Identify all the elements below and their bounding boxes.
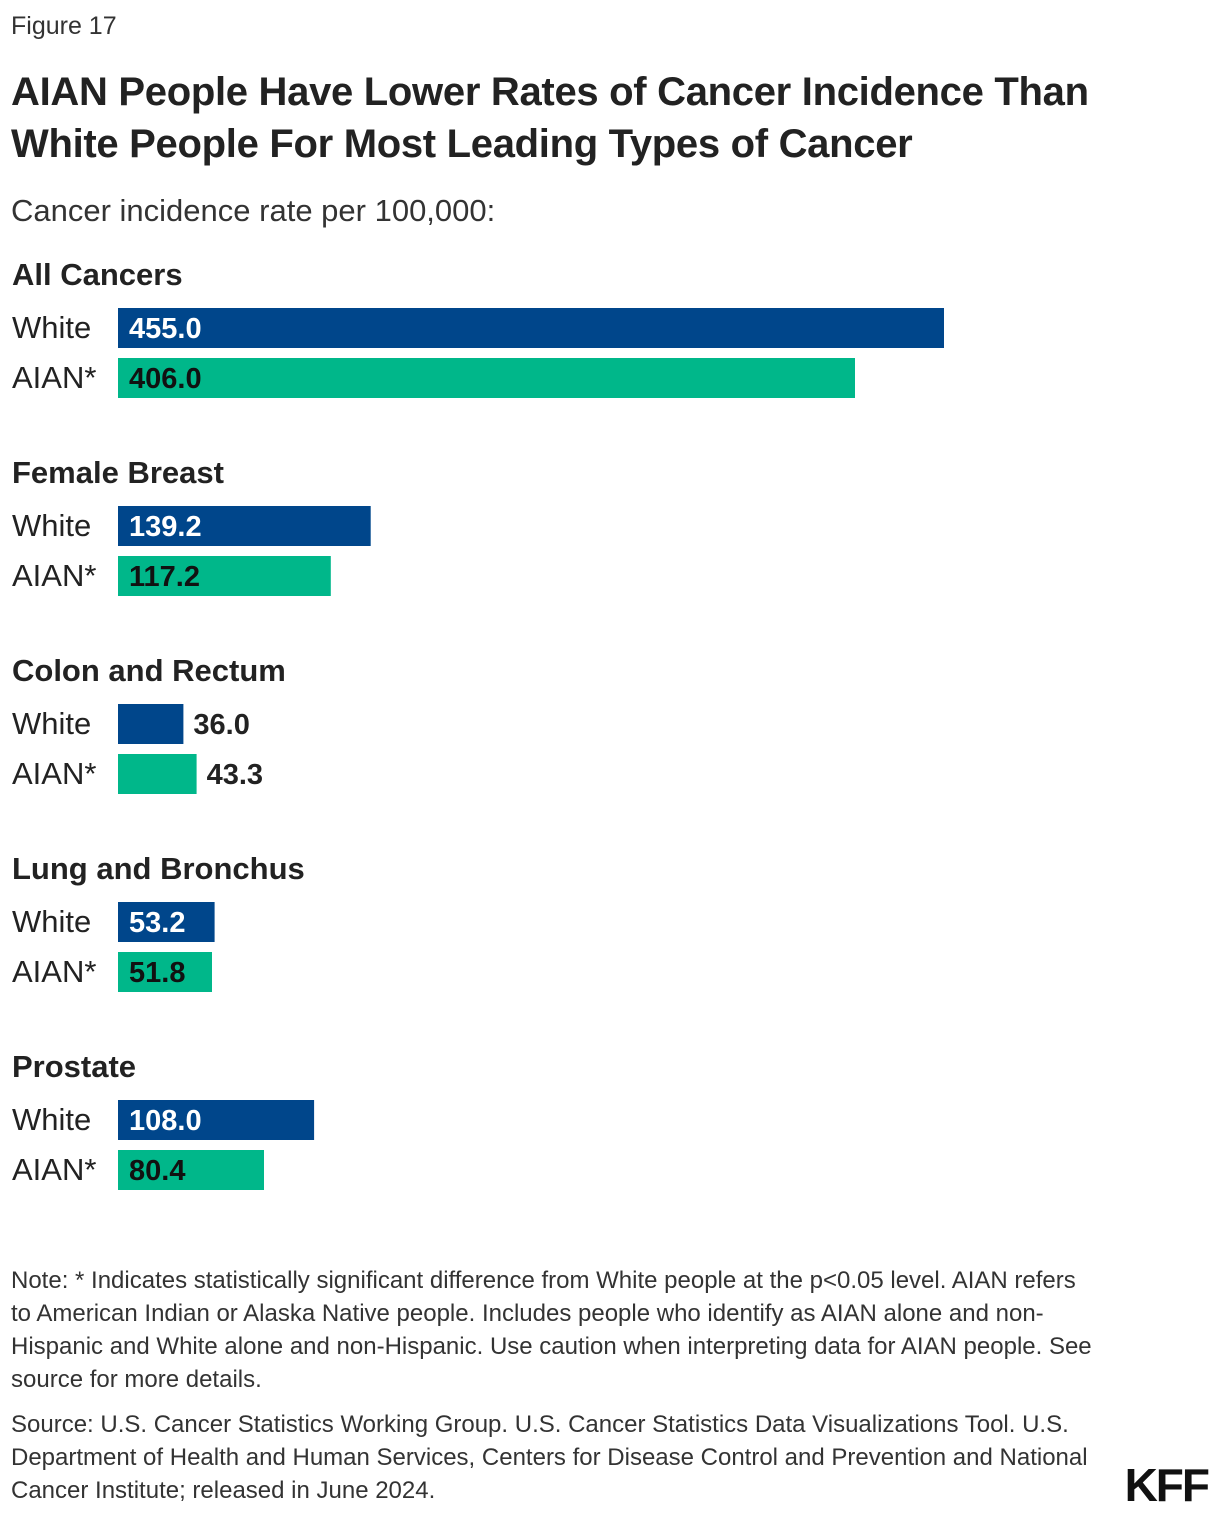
bar-value-label: 455.0 xyxy=(129,313,202,345)
bar-white xyxy=(118,1100,315,1140)
bar-aian xyxy=(118,952,212,992)
kff-logo: KFF xyxy=(1124,1459,1210,1511)
row-label: White xyxy=(12,706,91,741)
bar-aian xyxy=(118,358,855,398)
bar-white xyxy=(118,308,944,348)
row-label: AIAN* xyxy=(12,756,96,791)
row-label: AIAN* xyxy=(12,360,96,395)
group-title: Prostate xyxy=(12,1049,136,1084)
bar-value-label: 406.0 xyxy=(129,363,202,395)
chart-group-colon-and-rectum: Colon and Rectum White 36.0 AIAN* 43.3 xyxy=(12,653,286,794)
row-label: White xyxy=(12,310,91,345)
chart-source: Source: U.S. Cancer Statistics Working G… xyxy=(11,1411,1088,1504)
row-label: AIAN* xyxy=(12,1152,96,1187)
row-label: White xyxy=(12,904,91,939)
bar-value-label: 43.3 xyxy=(207,759,263,791)
bar-value-label: 51.8 xyxy=(129,957,185,989)
group-title: Female Breast xyxy=(12,455,224,490)
chart-group-female-breast: Female Breast White 139.2 AIAN* 117.2 xyxy=(12,455,371,596)
figure-label: Figure 17 xyxy=(11,12,117,40)
row-label: AIAN* xyxy=(12,558,96,593)
bar-aian xyxy=(118,1150,264,1190)
bar-aian xyxy=(118,556,331,596)
bar-value-label: 53.2 xyxy=(129,907,185,939)
row-label: White xyxy=(12,1102,91,1137)
row-label: AIAN* xyxy=(12,954,96,989)
bar-value-label: 80.4 xyxy=(129,1155,185,1187)
bar-aian xyxy=(118,754,197,794)
chart-group-all-cancers: All Cancers White 455.0 AIAN* 406.0 xyxy=(12,257,944,398)
group-title: Colon and Rectum xyxy=(12,653,286,688)
row-label: White xyxy=(12,508,91,543)
group-title: All Cancers xyxy=(12,257,183,292)
bar-value-label: 108.0 xyxy=(129,1105,202,1137)
chart-group-lung-and-bronchus: Lung and Bronchus White 53.2 AIAN* 51.8 xyxy=(12,851,305,992)
bar-white xyxy=(118,506,371,546)
chart-subtitle: Cancer incidence rate per 100,000: xyxy=(11,193,496,228)
chart-title: AIAN People Have Lower Rates of Cancer I… xyxy=(11,70,1089,166)
group-title: Lung and Bronchus xyxy=(12,851,305,886)
bar-value-label: 117.2 xyxy=(129,561,200,593)
bar-chart: All Cancers White 455.0 AIAN* 406.0 Female Br… xyxy=(12,257,944,1190)
bar-value-label: 36.0 xyxy=(193,709,249,741)
chart-group-prostate: Prostate White 108.0 AIAN* 80.4 xyxy=(12,1049,315,1190)
bar-value-label: 139.2 xyxy=(129,511,202,543)
chart-notes: Note: * Indicates statistically signific… xyxy=(11,1267,1092,1393)
bar-white xyxy=(118,902,215,942)
bar-white xyxy=(118,704,184,744)
